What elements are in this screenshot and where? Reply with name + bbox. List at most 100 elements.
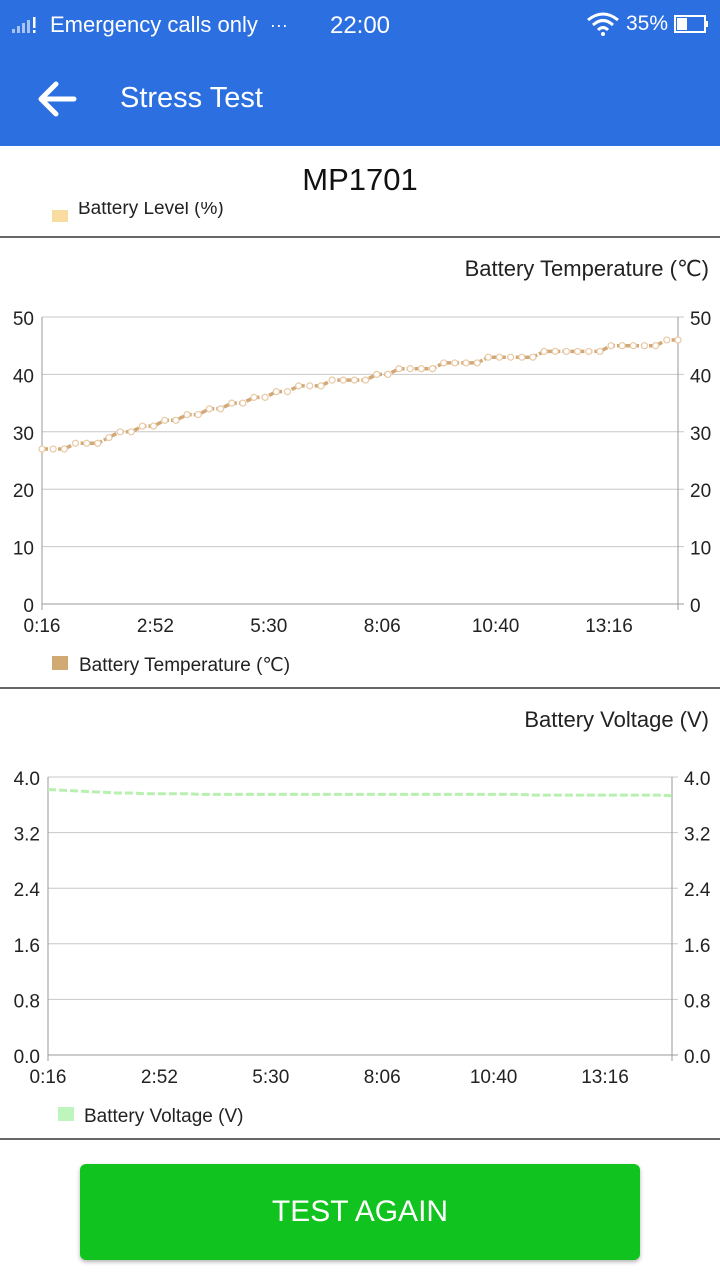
temp-y-tick-left: 50: [13, 309, 34, 330]
temp-data-point: [417, 365, 425, 373]
temp-y-tick-right: 20: [690, 481, 711, 502]
volt-y-tick-left: 4.0: [14, 769, 40, 790]
temp-y-tick-left: 30: [13, 424, 34, 445]
temp-data-point: [149, 422, 158, 430]
volt-y-tick-left: 0.8: [14, 991, 40, 1012]
volt-y-tick-right: 0.8: [684, 991, 710, 1012]
temperature-chart-title: Battery Temperature (℃): [465, 256, 709, 281]
wifi-icon: [587, 12, 619, 36]
temp-data-point: [529, 353, 537, 361]
battery-level-legend-label: Battery Level (%): [78, 202, 224, 219]
temp-data-point: [60, 445, 68, 453]
temp-data-point: [127, 428, 135, 436]
volt-x-tick: 0:16: [30, 1067, 67, 1088]
temp-data-point: [116, 428, 124, 436]
signal-icon: [12, 17, 36, 33]
temp-y-tick-left: 40: [13, 366, 34, 387]
battery-icon: [674, 15, 708, 33]
carrier-text: Emergency calls only: [50, 12, 258, 37]
app-bar: Stress Test: [0, 52, 720, 146]
temp-data-point: [205, 405, 213, 413]
status-bar: Emergency calls only ··· 22:00 35%: [0, 0, 720, 52]
temp-y-tick-left: 20: [13, 481, 34, 502]
temp-y-tick-left: 10: [13, 539, 34, 560]
volt-y-tick-right: 1.6: [684, 936, 710, 957]
divider-middle: [0, 687, 720, 689]
temp-data-point: [295, 382, 303, 390]
temp-data-point: [495, 353, 504, 361]
temp-data-point: [261, 393, 269, 401]
status-time: 22:00: [329, 12, 391, 39]
volt-y-tick-left: 2.4: [14, 880, 41, 901]
temp-data-point: [38, 445, 46, 453]
temp-y-tick-right: 40: [690, 366, 711, 387]
temp-data-point: [283, 388, 292, 396]
divider-top: [0, 236, 720, 238]
temp-data-point: [573, 347, 582, 356]
temp-y-tick-left: 0: [23, 596, 34, 617]
temp-data-point: [551, 347, 559, 356]
temp-data-point: [373, 370, 381, 378]
temp-data-point: [384, 370, 392, 378]
page-title: Stress Test: [120, 82, 263, 114]
temp-data-point: [540, 347, 548, 356]
partial-legend: Battery Level (%): [0, 202, 720, 238]
divider-bottom: [0, 1138, 720, 1140]
temp-data-point: [361, 376, 370, 384]
temp-data-point: [674, 336, 682, 344]
temp-data-point: [462, 359, 470, 367]
volt-y-tick-left: 0.0: [14, 1047, 40, 1068]
voltage-chart-title: Battery Voltage (V): [524, 707, 709, 732]
battery-voltage-chart: Battery Voltage (V) 4.0 3.2 2.4 1.6 0.8 0.0 4…: [14, 707, 711, 1127]
volt-y-tick-right: 0.0: [684, 1047, 710, 1068]
more-indicator: ···: [269, 14, 288, 35]
temp-data-point: [183, 410, 191, 419]
back-button[interactable]: [34, 74, 80, 124]
temp-data-point: [562, 347, 571, 356]
temp-data-point: [83, 439, 91, 447]
temp-data-point: [328, 376, 336, 384]
temp-data-point: [239, 399, 247, 407]
volt-y-tick-right: 2.4: [684, 880, 711, 901]
voltage-legend-label: Battery Voltage (V): [84, 1106, 243, 1127]
arrow-left-icon: [38, 81, 77, 117]
temp-data-point: [216, 405, 225, 413]
temp-x-tick: 8:06: [364, 616, 401, 637]
temp-data-point: [250, 393, 258, 401]
temp-data-point: [105, 433, 113, 442]
temp-data-point: [272, 388, 280, 396]
temp-data-point: [138, 422, 147, 430]
temp-data-point: [161, 416, 169, 424]
temp-data-point: [652, 342, 660, 350]
temp-data-point: [607, 342, 615, 350]
temp-y-tick-right: 30: [690, 424, 711, 445]
volt-y-tick-right: 3.2: [684, 825, 710, 846]
temp-x-tick: 0:16: [24, 616, 61, 637]
temp-data-point: [194, 410, 202, 419]
temp-x-tick: 10:40: [472, 616, 520, 637]
volt-y-tick-left: 3.2: [14, 825, 40, 846]
volt-x-tick: 10:40: [470, 1067, 518, 1088]
temp-x-tick: 13:16: [585, 616, 633, 637]
test-again-button[interactable]: TEST AGAIN: [80, 1164, 640, 1260]
battery-percent: 35%: [625, 12, 668, 35]
temp-x-tick: 2:52: [137, 616, 174, 637]
temp-data-point: [473, 359, 481, 367]
temp-data-point: [395, 365, 403, 373]
temp-data-point: [172, 416, 180, 424]
temp-data-point: [49, 445, 57, 453]
temp-data-point: [94, 439, 102, 447]
temp-data-point: [640, 342, 649, 350]
temp-data-point: [228, 399, 236, 407]
temp-data-point: [451, 359, 459, 367]
temp-data-point: [618, 342, 626, 350]
temp-data-point: [306, 382, 314, 390]
temp-data-point: [71, 439, 80, 447]
temp-data-point: [350, 376, 359, 384]
temperature-series-line: [42, 338, 678, 451]
temp-data-point: [596, 347, 604, 356]
temp-data-point: [339, 376, 347, 384]
temp-y-tick-right: 50: [690, 309, 711, 330]
battery-temperature-chart: Battery Temperature (℃) 50 40 30 20 10 0 50 40…: [13, 256, 711, 676]
device-name: MP1701: [302, 162, 418, 197]
